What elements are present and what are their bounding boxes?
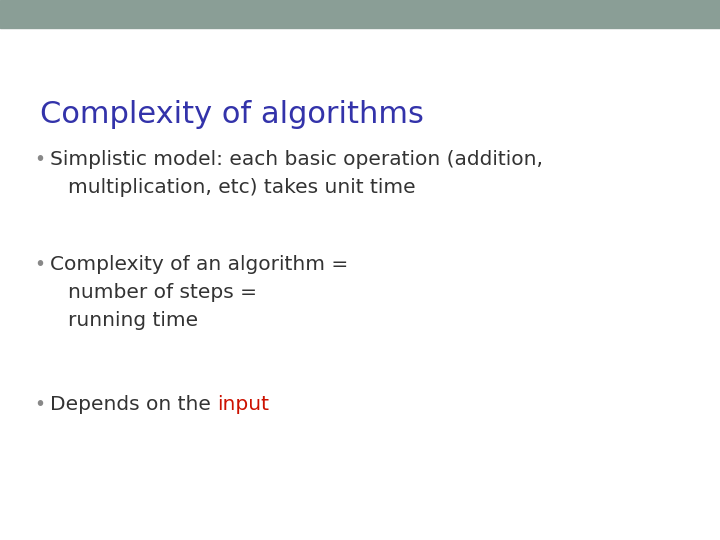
Text: •: • [34, 150, 45, 169]
Text: •: • [34, 395, 45, 414]
Bar [0, 0, 720, 28]
Text: Simplistic model: each basic operation (addition,: Simplistic model: each basic operation (… [50, 150, 543, 169]
Text: number of steps =: number of steps = [68, 283, 257, 302]
Text: Complexity of an algorithm =: Complexity of an algorithm = [50, 255, 348, 274]
Text: •: • [34, 255, 45, 274]
Text: Depends on the: Depends on the [50, 395, 217, 414]
Text: input: input [217, 395, 269, 414]
Text: Complexity of algorithms: Complexity of algorithms [40, 100, 424, 129]
Text: multiplication, etc) takes unit time: multiplication, etc) takes unit time [68, 178, 415, 197]
Text: running time: running time [68, 311, 198, 330]
